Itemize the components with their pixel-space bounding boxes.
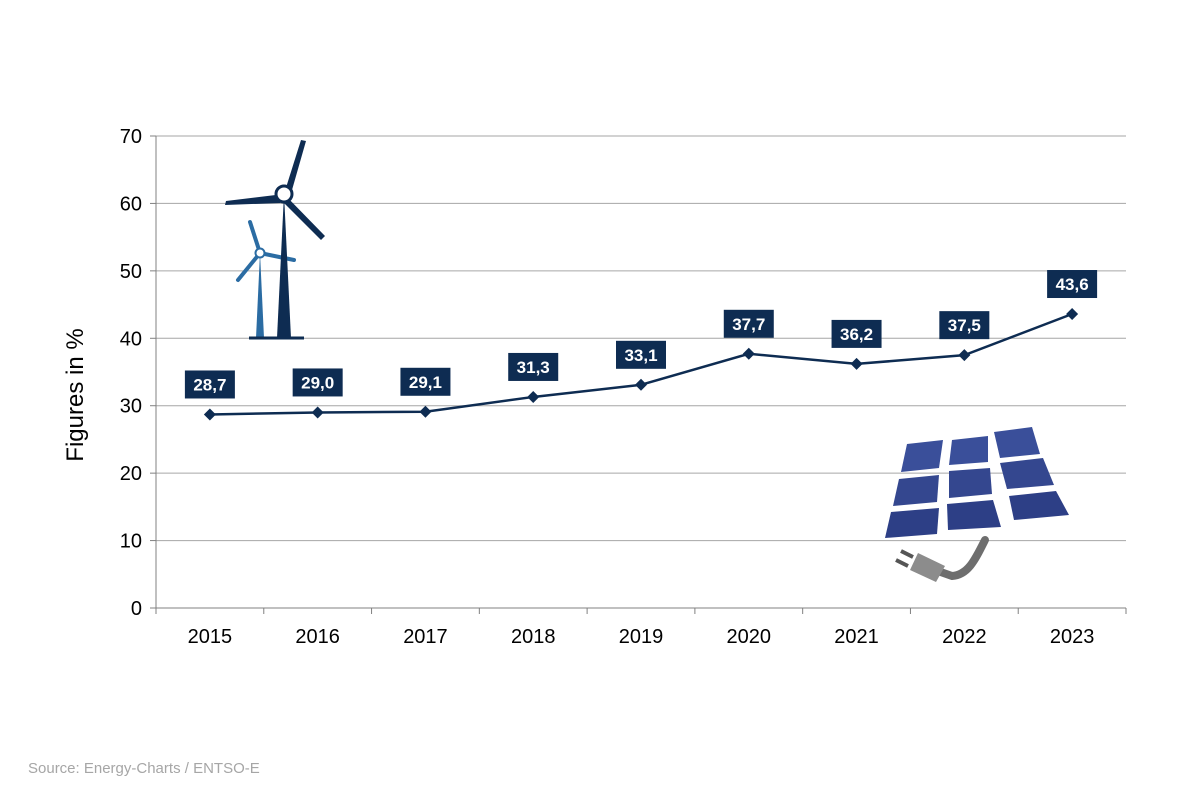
grid-lines (156, 135, 1126, 542)
data-label-text: 37,5 (948, 316, 981, 335)
x-tick-labels: 2015 2016 2017 2018 2019 2020 2021 2022 2023 (188, 626, 1095, 648)
data-label: 37,5 (939, 311, 990, 340)
data-label-box (1047, 270, 1098, 299)
data-point (419, 405, 432, 418)
data-label-box (939, 311, 990, 340)
x-tick-label: 2017 (403, 626, 448, 648)
data-label-box (292, 368, 343, 397)
solar-panel-icon (885, 427, 1069, 582)
x-tick-label: 2019 (619, 626, 664, 648)
axes (150, 135, 1127, 614)
source-note: Source: Energy-Charts / ENTSO-E (28, 760, 260, 777)
x-tick-label: 2023 (1050, 626, 1095, 648)
x-tick-label: 2021 (834, 626, 879, 648)
data-label: 29,0 (292, 368, 343, 397)
data-point (850, 357, 863, 370)
data-label-text: 31,3 (517, 358, 550, 377)
data-point (742, 347, 755, 360)
data-point (635, 378, 647, 391)
wind-turbine-icon (225, 140, 325, 340)
data-label-box (508, 352, 559, 381)
data-label-text: 43,6 (1056, 275, 1089, 294)
data-label-box (723, 309, 774, 338)
data-point (527, 390, 540, 403)
data-point (311, 406, 324, 419)
y-axis-title: Figures in % (62, 328, 89, 461)
data-label-text: 36,2 (840, 325, 873, 344)
y-tick-label: 10 (120, 531, 142, 553)
x-tick-label: 2016 (295, 626, 340, 648)
data-point (203, 408, 216, 421)
y-tick-label: 40 (120, 328, 142, 350)
data-label-box (616, 340, 666, 369)
data-label: 43,6 (1047, 270, 1098, 299)
data-label: 28,7 (184, 370, 235, 399)
data-labels: 28,7 29,0 29,1 31,3 33,1 37,7 36,2 37,5 43,6 (184, 270, 1098, 399)
x-tick-label: 2022 (942, 626, 987, 648)
data-label-box (400, 367, 451, 396)
y-tick-label: 0 (131, 598, 142, 620)
data-label-text: 37,7 (732, 315, 765, 334)
data-label: 36,2 (831, 319, 882, 348)
y-tick-labels: 0 10 20 30 40 50 60 70 (120, 126, 142, 620)
data-label-box (184, 370, 235, 399)
data-label: 33,1 (616, 340, 666, 369)
data-point (1066, 308, 1079, 321)
y-tick-label: 70 (120, 126, 142, 148)
data-label: 37,7 (723, 309, 774, 338)
data-label-box (831, 319, 882, 348)
data-point (958, 349, 971, 362)
y-tick-label: 20 (120, 463, 142, 485)
data-label-text: 33,1 (624, 346, 657, 365)
x-tick-label: 2015 (188, 626, 233, 648)
y-tick-label: 50 (120, 261, 142, 283)
data-label-text: 29,1 (409, 373, 442, 392)
data-label-text: 28,7 (193, 375, 226, 394)
data-label: 29,1 (400, 367, 451, 396)
data-label-text: 29,0 (301, 373, 334, 392)
data-label: 31,3 (508, 352, 559, 381)
y-tick-label: 30 (120, 396, 142, 418)
x-tick-label: 2020 (727, 626, 772, 648)
y-tick-label: 60 (120, 193, 142, 215)
series-line-group (203, 308, 1079, 421)
x-tick-label: 2018 (511, 626, 556, 648)
